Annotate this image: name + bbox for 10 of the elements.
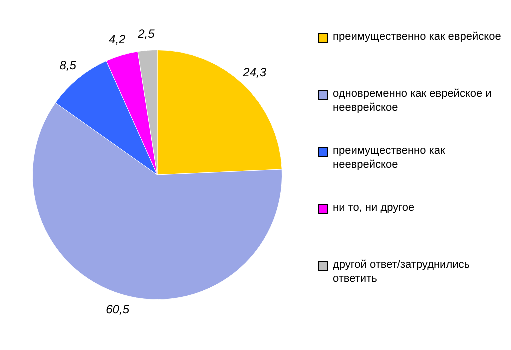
legend-label: другой ответ/затруднились ответить bbox=[333, 258, 472, 286]
legend-label: ни то, ни другое bbox=[333, 201, 415, 215]
legend-label: преимущественно как еврейское bbox=[333, 30, 502, 44]
data-label: 4,2 bbox=[109, 32, 126, 46]
data-label: 2,5 bbox=[137, 27, 156, 42]
data-label: 60,5 bbox=[106, 302, 130, 316]
data-label: 24,3 bbox=[242, 66, 267, 80]
legend-label: одновременно как еврейское и нееврейское bbox=[333, 87, 493, 115]
data-label: 8,5 bbox=[60, 58, 77, 73]
legend-label: преимущественно как нееврейское bbox=[333, 144, 446, 172]
